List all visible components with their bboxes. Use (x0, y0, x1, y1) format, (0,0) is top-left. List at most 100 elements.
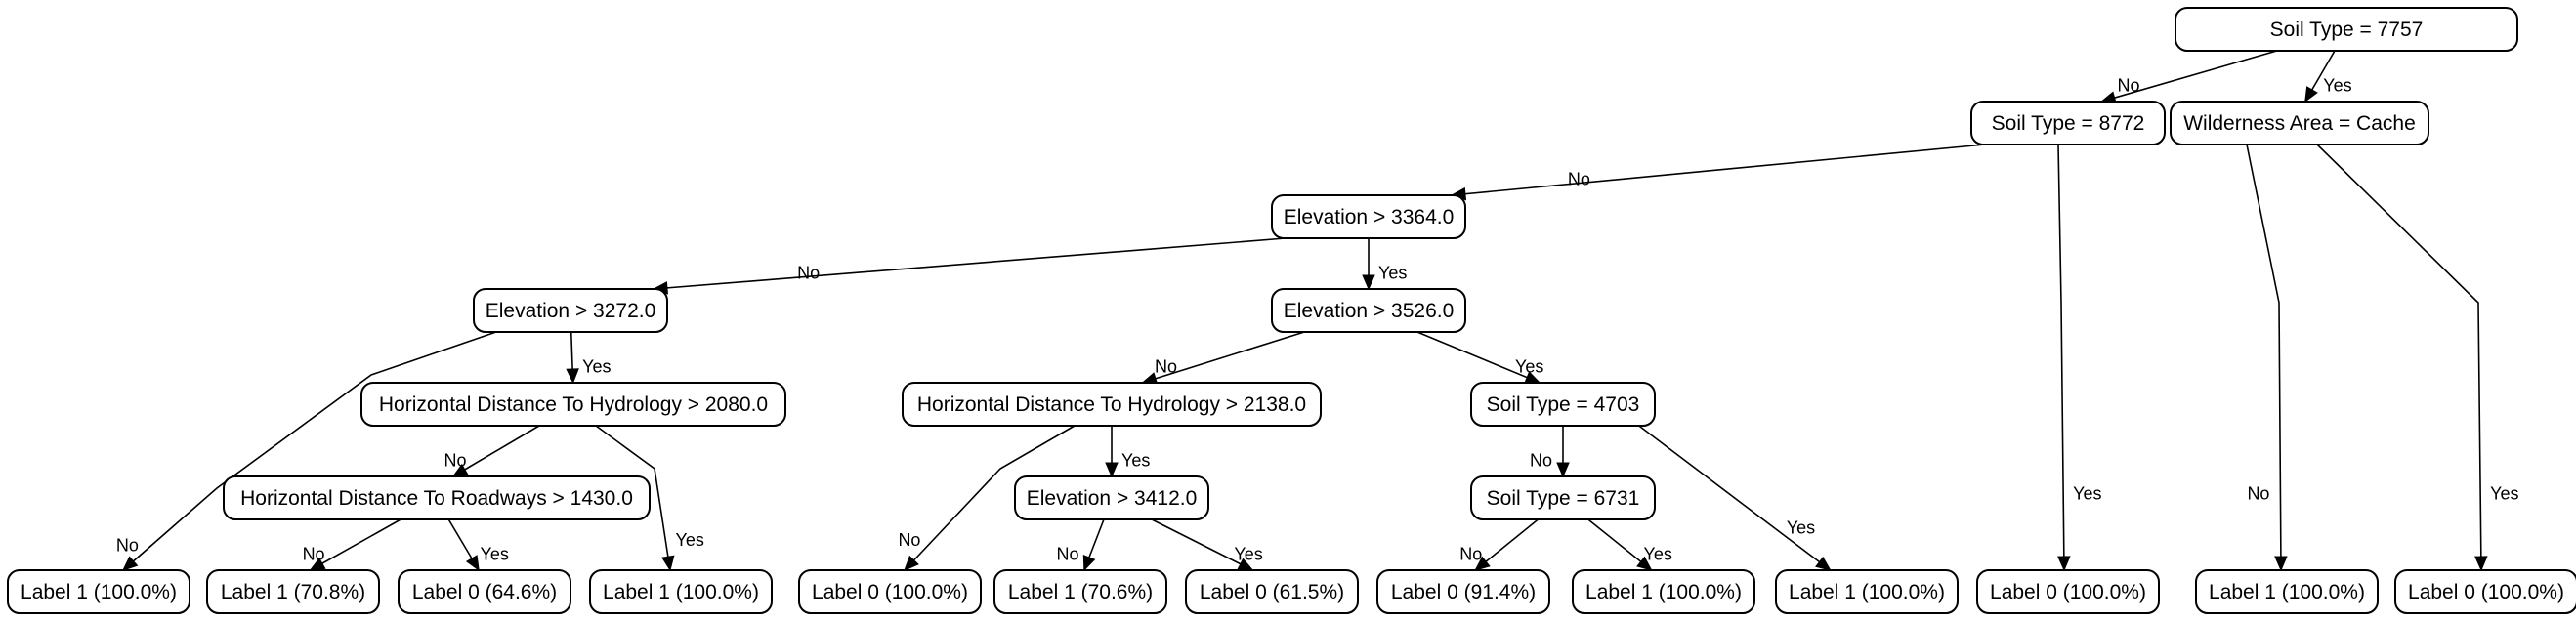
leaf-node: Label 0 (100.0%) (798, 569, 982, 614)
leaf-node: Label 1 (100.0%) (7, 569, 190, 614)
edge-label: Yes (1121, 450, 1150, 470)
edge-label: No (116, 535, 139, 555)
leaf-node: Label 0 (100.0%) (2394, 569, 2576, 614)
edge-line (2100, 50, 2277, 103)
edge-yes: Yes (2316, 144, 2519, 572)
node-label: Soil Type = 6731 (1487, 487, 1640, 510)
node-label: Horizontal Distance To Hydrology > 2080.… (379, 393, 768, 416)
edge-yes: Yes (1105, 426, 1150, 478)
edge-yes: Yes (447, 518, 509, 572)
node-label: Label 1 (100.0%) (1585, 581, 1742, 603)
node-box (206, 569, 380, 614)
edge-label: No (1056, 544, 1078, 563)
edge-line (1142, 331, 1305, 384)
edge-no: No (2246, 144, 2288, 572)
edge-line (595, 425, 671, 571)
edge-label: Yes (2323, 75, 2351, 95)
node-label: Label 0 (64.6%) (412, 581, 557, 603)
node-label: Label 1 (100.0%) (2209, 581, 2365, 603)
decision-node: Elevation > 3364.0 (1271, 194, 1466, 239)
node-box (1572, 569, 1755, 614)
node-label: Label 1 (70.6%) (1008, 581, 1153, 603)
node-box (1185, 569, 1359, 614)
arrowhead (1556, 462, 1570, 478)
node-box (360, 382, 786, 427)
node-label: Wilderness Area = Cache (2183, 112, 2416, 135)
edge-label: Yes (480, 544, 508, 563)
node-label: Label 0 (100.0%) (2408, 581, 2564, 603)
arrowhead (2474, 556, 2488, 572)
edge-yes: Yes (1416, 331, 1543, 384)
edge-line (653, 237, 1287, 290)
leaf-node: Label 1 (100.0%) (2195, 569, 2379, 614)
edge-yes: Yes (1638, 425, 1832, 571)
decision-node: Elevation > 3526.0 (1271, 288, 1466, 333)
edge-no: No (652, 237, 1287, 295)
node-label: Elevation > 3526.0 (1284, 300, 1455, 322)
edges-layer: No Yes No Yes No Yes No Yes No Yes No Yes No Yes No Yes… (116, 50, 2519, 572)
node-label: Horizontal Distance To Hydrology > 2138.… (917, 393, 1306, 416)
edge-no: No (303, 518, 401, 571)
node-label: Soil Type = 4703 (1487, 393, 1640, 416)
edge-no: No (1056, 518, 1105, 572)
node-box (1470, 382, 1656, 427)
node-label: Label 1 (100.0%) (21, 581, 177, 603)
leaf-node: Label 0 (100.0%) (1976, 569, 2160, 614)
leaf-node: Label 1 (70.8%) (206, 569, 380, 614)
node-box (1014, 475, 1209, 520)
edge-label: Yes (676, 530, 704, 550)
edge-label: No (797, 263, 820, 282)
arrowhead (1362, 274, 1375, 291)
decision-node: Horizontal Distance To Roadways > 1430.0 (223, 475, 651, 520)
node-label: Label 1 (100.0%) (1789, 581, 1945, 603)
edge-label: Yes (1515, 356, 1543, 376)
decision-node: Horizontal Distance To Hydrology > 2138.… (902, 382, 1322, 427)
edge-label: Yes (2490, 483, 2518, 503)
edge-label: Yes (1787, 518, 1815, 538)
node-box (1775, 569, 1959, 614)
arrowhead (122, 556, 139, 571)
arrowhead (1105, 462, 1119, 478)
decision-node: Soil Type = 7757 (2175, 7, 2518, 52)
edge-yes: Yes (595, 425, 704, 572)
edge-line (2246, 144, 2282, 571)
edge-line (1416, 331, 1541, 384)
edge-line (1151, 518, 1253, 571)
decision-node: Soil Type = 6731 (1470, 475, 1656, 520)
node-box (589, 569, 773, 614)
edge-label: Yes (1378, 263, 1407, 282)
node-label: Elevation > 3412.0 (1027, 487, 1198, 510)
node-label: Soil Type = 7757 (2270, 19, 2424, 41)
node-label: Label 0 (91.4%) (1391, 581, 1536, 603)
arrowhead (566, 368, 579, 385)
edge-label: No (1459, 544, 1482, 563)
edge-label: No (1155, 356, 1177, 376)
edge-yes: Yes (2057, 144, 2102, 572)
edge-label: No (303, 544, 325, 563)
node-box (1976, 569, 2160, 614)
leaf-node: Label 1 (70.6%) (993, 569, 1167, 614)
decision-node: Soil Type = 8772 (1970, 101, 2166, 145)
edge-label: No (2247, 483, 2269, 503)
edge-label: No (898, 530, 920, 550)
edge-no: No (1141, 331, 1305, 386)
node-label: Elevation > 3272.0 (486, 300, 656, 322)
edge-line (904, 425, 1076, 571)
edge-no: No (1459, 518, 1540, 571)
edge-label: No (2117, 75, 2139, 95)
node-box (7, 569, 190, 614)
arrowhead (1082, 555, 1096, 572)
edge-line (1451, 144, 1986, 196)
node-box (1970, 101, 2166, 145)
node-box (1376, 569, 1550, 614)
node-box (398, 569, 571, 614)
node-box (223, 475, 651, 520)
arrowhead (2274, 556, 2288, 572)
edge-no: No (1530, 426, 1570, 478)
node-label: Label 0 (61.5%) (1200, 581, 1344, 603)
edge-no: No (1450, 144, 1986, 201)
node-box (473, 288, 668, 333)
edge-line (122, 331, 497, 571)
edge-label: No (1568, 169, 1590, 188)
